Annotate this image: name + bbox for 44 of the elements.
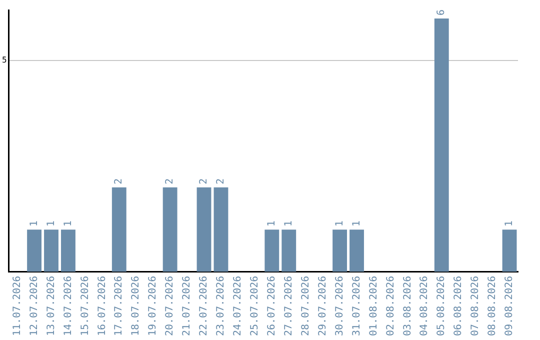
data-label: 1 (504, 220, 516, 227)
data-label: 1 (334, 220, 346, 227)
data-label: 2 (198, 178, 210, 184)
x-tick-label: 22.07.2026 (198, 276, 210, 336)
x-tick-label: 20.07.2026 (164, 276, 176, 336)
data-label: 2 (164, 178, 176, 184)
x-tick-label: 18.07.2026 (130, 276, 142, 336)
x-tick-label: 25.07.2026 (250, 276, 261, 336)
x-tick-label: 13.07.2026 (46, 276, 57, 336)
y-tick-label: 5 (2, 56, 7, 65)
data-label: 1 (62, 220, 74, 227)
data-label: 1 (351, 220, 362, 227)
data-label: 1 (266, 220, 278, 227)
x-tick-label: 08.08.2026 (487, 276, 498, 336)
x-tick-label: 21.07.2026 (182, 276, 193, 336)
x-tick-label: 17.07.2026 (114, 276, 125, 336)
x-tick-label: 09.08.2026 (504, 276, 516, 336)
x-tick-label: 26.07.2026 (266, 276, 278, 336)
x-tick-label: 06.08.2026 (453, 276, 464, 336)
x-tick-label: 07.08.2026 (470, 276, 482, 336)
data-label: 6 (436, 9, 448, 16)
x-tick-label: 19.07.2026 (148, 276, 159, 336)
x-tick-label: 15.07.2026 (80, 276, 91, 336)
data-label: 2 (216, 178, 227, 184)
x-tick-label: 27.07.2026 (283, 276, 294, 336)
data-label: 1 (283, 220, 294, 227)
x-tick-label: 16.07.2026 (96, 276, 108, 336)
x-tick-label: 14.07.2026 (62, 276, 74, 336)
x-tick-label: 31.07.2026 (351, 276, 362, 336)
x-tick-label: 04.08.2026 (419, 276, 430, 336)
x-tick-label: 29.07.2026 (317, 276, 328, 336)
x-tick-label: 02.08.2026 (385, 276, 396, 336)
x-tick-label: 05.08.2026 (436, 276, 448, 336)
x-tick-label: 03.08.2026 (402, 276, 414, 336)
x-tick-label: 30.07.2026 (334, 276, 346, 336)
x-tick-label: 01.08.2026 (368, 276, 380, 336)
data-label: 1 (46, 220, 57, 227)
x-tick-label: 24.07.2026 (232, 276, 244, 336)
x-tick-label: 12.07.2026 (28, 276, 40, 336)
x-tick-label: 23.07.2026 (216, 276, 227, 336)
data-label: 1 (28, 220, 40, 227)
x-tick-label: 11.07.2026 (12, 276, 23, 336)
x-tick-label: 28.07.2026 (300, 276, 312, 336)
data-label: 2 (114, 178, 125, 184)
